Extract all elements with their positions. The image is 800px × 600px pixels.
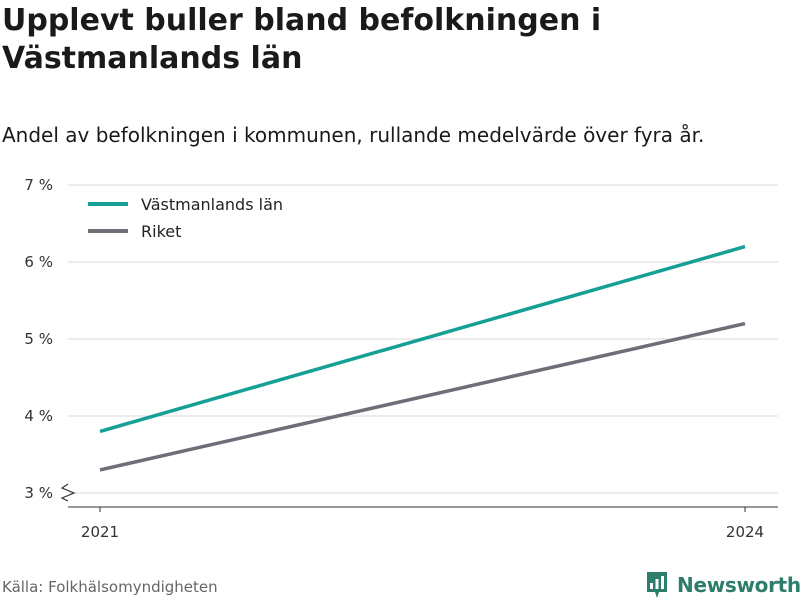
chart-subtitle: Andel av befolkningen i kommunen, rullan…: [2, 123, 705, 147]
chart-title: Upplevt buller bland befolkningen i Väst…: [2, 3, 602, 76]
series-lines: [99, 244, 746, 472]
brand-logo[interactable]: Newsworthy: [645, 570, 800, 600]
y-axis-ticks: 3 % 4 % 5 % 6 % 7 %: [24, 176, 76, 502]
legend-label-0: Västmanlands län: [141, 195, 283, 214]
x-axis: 2021 2024: [68, 506, 778, 541]
legend-label-1: Riket: [141, 222, 181, 241]
newsworthy-logo-icon: [647, 572, 667, 598]
y-tick-label: 6 %: [24, 253, 53, 271]
source-note: Källa: Folkhälsomyndigheten: [2, 578, 218, 596]
line-chart: 3 % 4 % 5 % 6 % 7 % 2021 2024 Västmanlands lä…: [24, 176, 778, 541]
legend: Västmanlands län Riket: [88, 195, 283, 241]
y-tick-label: 4 %: [24, 407, 53, 425]
x-tick-label: 2021: [81, 523, 119, 541]
axis-break-icon: [60, 483, 76, 502]
brand-name: Newsworthy: [677, 573, 800, 597]
y-tick-label: 7 %: [24, 176, 53, 194]
x-tick-label: 2024: [726, 523, 764, 541]
series-line-0: [99, 244, 746, 434]
grid-lines: [68, 184, 778, 494]
series-line-1: [99, 321, 746, 472]
y-tick-label: 5 %: [24, 330, 53, 348]
y-tick-label: 3 %: [24, 484, 53, 502]
